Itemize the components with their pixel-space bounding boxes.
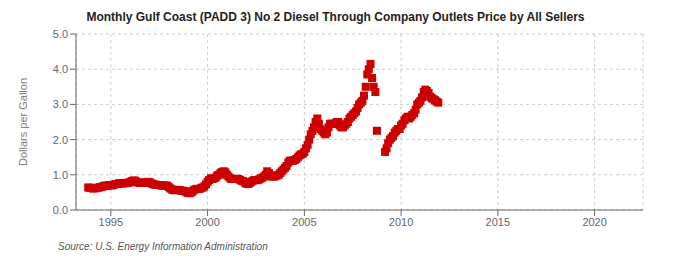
html-text:Monthly Gulf Coast (PADD 3) No: Monthly Gulf Coast (PADD 3) No 2 Diesel … [86, 10, 585, 24]
svg-text:3.0: 3.0 [53, 98, 68, 110]
svg-text:2.0: 2.0 [53, 134, 68, 146]
svg-text:2000: 2000 [195, 216, 219, 228]
svg-text:1995: 1995 [99, 216, 123, 228]
svg-text:0.0: 0.0 [53, 204, 68, 216]
svg-text:2010: 2010 [389, 216, 413, 228]
svg-text:1.0: 1.0 [53, 169, 68, 181]
html-text:Source: U.S. Energy Informatio: Source: U.S. Energy Information Administ… [58, 241, 268, 252]
svg-text:4.0: 4.0 [53, 63, 68, 75]
svg-text:2015: 2015 [486, 216, 510, 228]
svg-text:Dollars per Gallon: Dollars per Gallon [17, 78, 29, 166]
svg-text:2020: 2020 [582, 216, 606, 228]
svg-text:5.0: 5.0 [53, 28, 68, 40]
svg-text:2005: 2005 [292, 216, 316, 228]
